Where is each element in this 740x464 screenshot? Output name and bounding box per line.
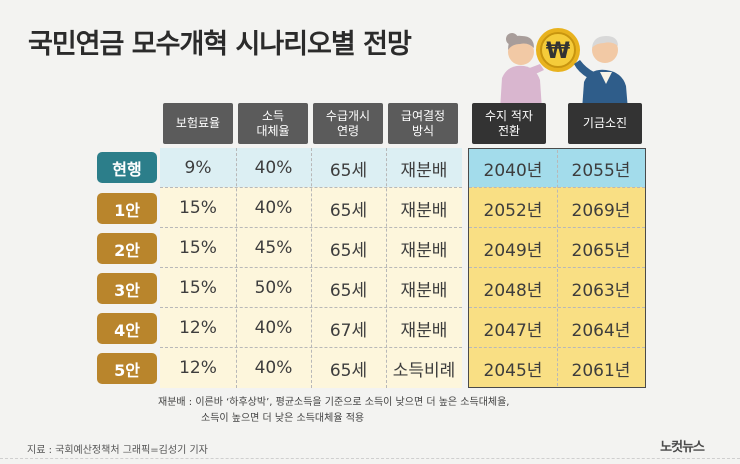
row-label-plan-4: 4안 — [97, 313, 157, 344]
cell-benefit-method: 재분배 — [400, 280, 448, 301]
cell-replacement-rate: 40% — [254, 358, 293, 378]
divider — [160, 267, 462, 268]
cell-premium-rate: 12% — [179, 318, 217, 338]
cell-pension-age: 65세 — [329, 280, 368, 301]
divider — [160, 227, 462, 228]
divider — [236, 148, 237, 388]
row-label-current: 현행 — [97, 152, 157, 183]
cell-pension-age: 65세 — [329, 200, 368, 221]
row-label-plan-3: 3안 — [97, 273, 157, 304]
cell-replacement-rate: 40% — [254, 318, 293, 338]
cell-benefit-method: 재분배 — [400, 160, 448, 181]
divider — [469, 267, 645, 268]
cell-depletion-year: 2065년 — [571, 240, 631, 261]
cell-deficit-year: 2048년 — [483, 280, 543, 301]
header-pension-age: 수급개시 연령 — [313, 103, 383, 144]
cell-deficit-year: 2040년 — [483, 160, 543, 181]
divider — [160, 307, 462, 308]
cell-premium-rate: 12% — [179, 358, 217, 378]
cell-depletion-year: 2069년 — [571, 200, 631, 221]
cell-depletion-year: 2061년 — [571, 360, 631, 381]
page-title: 국민연금 모수개혁 시나리오별 전망 — [28, 29, 412, 60]
cell-depletion-year: 2064년 — [571, 320, 631, 341]
divider — [557, 150, 558, 386]
bottom-divider — [0, 458, 740, 459]
source-credit: 지료 : 국회예산정책처 그래픽=김성기 기자 — [27, 445, 208, 456]
divider — [469, 227, 645, 228]
header-fund-depletion: 기금소진 — [568, 103, 642, 144]
row-label-plan-5: 5안 — [97, 353, 157, 384]
footnote-line-2: 소득이 높으면 더 낮은 소득대체율 적용 — [201, 413, 365, 424]
publisher-logo: 노컷뉴스 — [660, 440, 705, 455]
cell-replacement-rate: 40% — [254, 158, 293, 178]
cell-deficit-year: 2052년 — [483, 200, 543, 221]
divider — [311, 148, 312, 388]
cell-deficit-year: 2049년 — [483, 240, 543, 261]
cell-benefit-method: 재분배 — [400, 240, 448, 261]
won-symbol: ₩ — [546, 39, 570, 64]
cell-benefit-method: 재분배 — [400, 320, 448, 341]
cell-premium-rate: 15% — [179, 238, 217, 258]
footnote: 재분배 : 이른바 ‘하후상박’, 평균소득을 기준으로 소득이 낮으면 더 높… — [158, 395, 509, 427]
cell-pension-age: 65세 — [329, 160, 368, 181]
divider — [386, 148, 387, 388]
divider — [160, 347, 462, 348]
cell-depletion-year: 2063년 — [571, 280, 631, 301]
footnote-line-1: 재분배 : 이른바 ‘하후상박’, 평균소득을 기준으로 소득이 낮으면 더 높… — [158, 397, 510, 408]
header-premium-rate: 보험료율 — [163, 103, 233, 144]
row-label-plan-1: 1안 — [97, 193, 157, 224]
divider — [469, 347, 645, 348]
cell-pension-age: 67세 — [329, 320, 368, 341]
row-label-plan-2: 2안 — [97, 233, 157, 264]
cell-benefit-method: 소득비례 — [392, 360, 456, 381]
cell-premium-rate: 15% — [179, 278, 217, 298]
cell-replacement-rate: 45% — [254, 238, 293, 258]
header-benefit-method: 급여결정 방식 — [388, 103, 458, 144]
divider — [469, 187, 645, 188]
divider — [469, 307, 645, 308]
elderly-couple-coin-illustration: ₩ — [500, 28, 628, 110]
divider — [160, 187, 462, 188]
cell-pension-age: 65세 — [329, 360, 368, 381]
cell-deficit-year: 2047년 — [483, 320, 543, 341]
cell-replacement-rate: 50% — [254, 278, 293, 298]
cell-replacement-rate: 40% — [254, 198, 293, 218]
cell-deficit-year: 2045년 — [483, 360, 543, 381]
header-deficit-turn: 수지 적자 전환 — [472, 103, 546, 144]
cell-pension-age: 65세 — [329, 240, 368, 261]
cell-premium-rate: 15% — [179, 198, 217, 218]
cell-benefit-method: 재분배 — [400, 200, 448, 221]
header-replacement-rate: 소득 대체율 — [238, 103, 308, 144]
cell-premium-rate: 9% — [184, 158, 212, 178]
cell-depletion-year: 2055년 — [571, 160, 631, 181]
